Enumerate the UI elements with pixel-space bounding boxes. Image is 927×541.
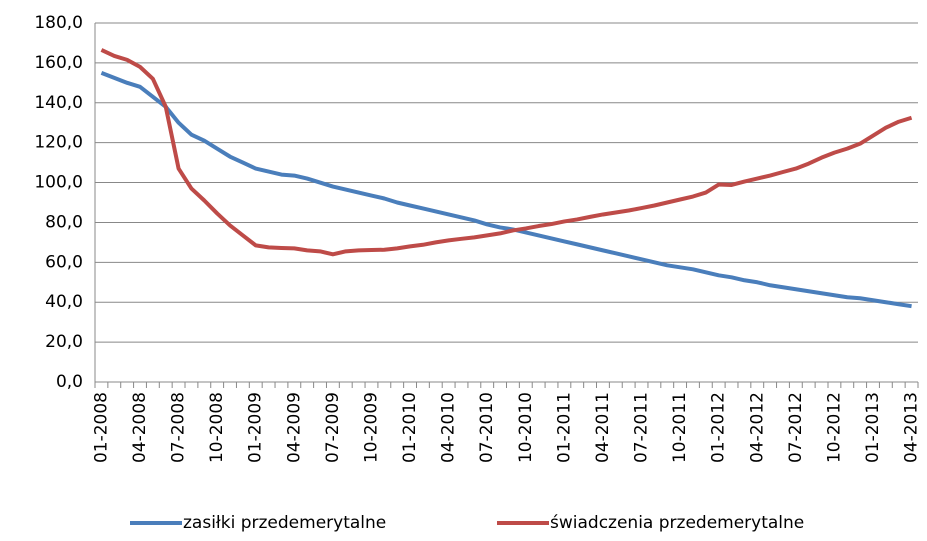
y-tick-label: 120,0 bbox=[34, 133, 83, 153]
y-tick-label: 40,0 bbox=[45, 292, 83, 312]
x-tick-label: 01-2013 bbox=[863, 392, 883, 463]
x-tick-label: 07-2009 bbox=[323, 392, 343, 463]
x-tick-label: 10-2012 bbox=[824, 392, 844, 463]
x-tick-label: 04-2010 bbox=[439, 392, 459, 463]
x-tick-label: 07-2011 bbox=[632, 392, 652, 463]
x-tick-label: 01-2012 bbox=[709, 392, 729, 463]
y-tick-label: 20,0 bbox=[45, 332, 83, 352]
x-tick-label: 01-2008 bbox=[91, 392, 111, 463]
x-tick-label: 04-2013 bbox=[902, 392, 922, 463]
x-tick-label: 04-2009 bbox=[284, 392, 304, 463]
legend-label: świadczenia przedemerytalne bbox=[550, 513, 804, 533]
series-line bbox=[100, 70, 912, 309]
y-tick-label: 100,0 bbox=[34, 173, 83, 193]
x-tick-label: 04-2008 bbox=[130, 392, 150, 463]
x-tick-label: 10-2008 bbox=[207, 392, 227, 463]
y-tick-label: 0,0 bbox=[56, 372, 83, 392]
series-line bbox=[100, 48, 913, 257]
x-tick-label: 10-2009 bbox=[361, 392, 381, 463]
x-tick-label: 07-2008 bbox=[169, 392, 189, 463]
y-tick-label: 80,0 bbox=[45, 212, 83, 232]
legend-label: zasiłki przedemerytalne bbox=[183, 513, 386, 533]
y-tick-label: 60,0 bbox=[45, 252, 83, 272]
x-tick-label: 01-2010 bbox=[400, 392, 420, 463]
x-tick-label: 04-2012 bbox=[747, 392, 767, 463]
x-tick-label: 10-2011 bbox=[670, 392, 690, 463]
y-tick-label: 140,0 bbox=[34, 93, 83, 113]
x-tick-label: 04-2011 bbox=[593, 392, 613, 463]
x-tick-label: 01-2011 bbox=[554, 392, 574, 463]
y-tick-label: 160,0 bbox=[34, 53, 83, 73]
x-tick-label: 07-2012 bbox=[786, 392, 806, 463]
x-tick-label: 10-2010 bbox=[516, 392, 536, 463]
x-tick-label: 07-2010 bbox=[477, 392, 497, 463]
x-tick-label: 01-2009 bbox=[246, 392, 266, 463]
y-tick-label: 180,0 bbox=[34, 13, 83, 33]
